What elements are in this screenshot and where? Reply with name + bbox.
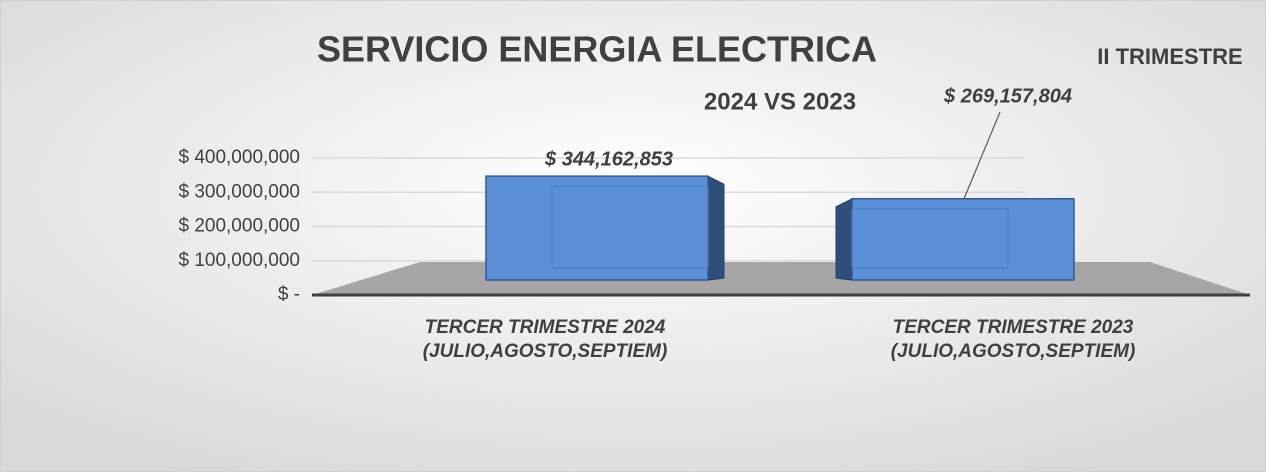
chart-subtitle: 2024 VS 2023 — [704, 88, 856, 115]
bar-inner — [551, 185, 709, 269]
floor — [312, 262, 1250, 295]
bar-side — [707, 175, 725, 281]
leader-line — [963, 111, 1001, 200]
y-tick-label: $ 200,000,000 — [178, 216, 300, 237]
y-tick-label: $ 300,000,000 — [178, 181, 300, 202]
bar-side — [835, 197, 853, 281]
data-label: $ 344,162,853 — [544, 148, 673, 170]
y-tick-label: $ 100,000,000 — [178, 250, 300, 271]
chart-title: SERVICIO ENERGIA ELECTRICA — [317, 29, 877, 70]
data-label: $ 269,157,804 — [943, 85, 1072, 107]
y-tick-label: $ - — [278, 284, 300, 305]
bar-inner — [851, 208, 1009, 269]
x-tick-label: TERCER TRIMESTRE 2023 (JULIO,AGOSTO,SEPT… — [890, 317, 1136, 362]
bar — [485, 175, 709, 281]
annotation: II TRIMESTRE — [1097, 44, 1242, 69]
x-tick-label: TERCER TRIMESTRE 2024 (JULIO,AGOSTO,SEPT… — [422, 317, 668, 362]
y-tick-label: $ 400,000,000 — [178, 147, 300, 168]
